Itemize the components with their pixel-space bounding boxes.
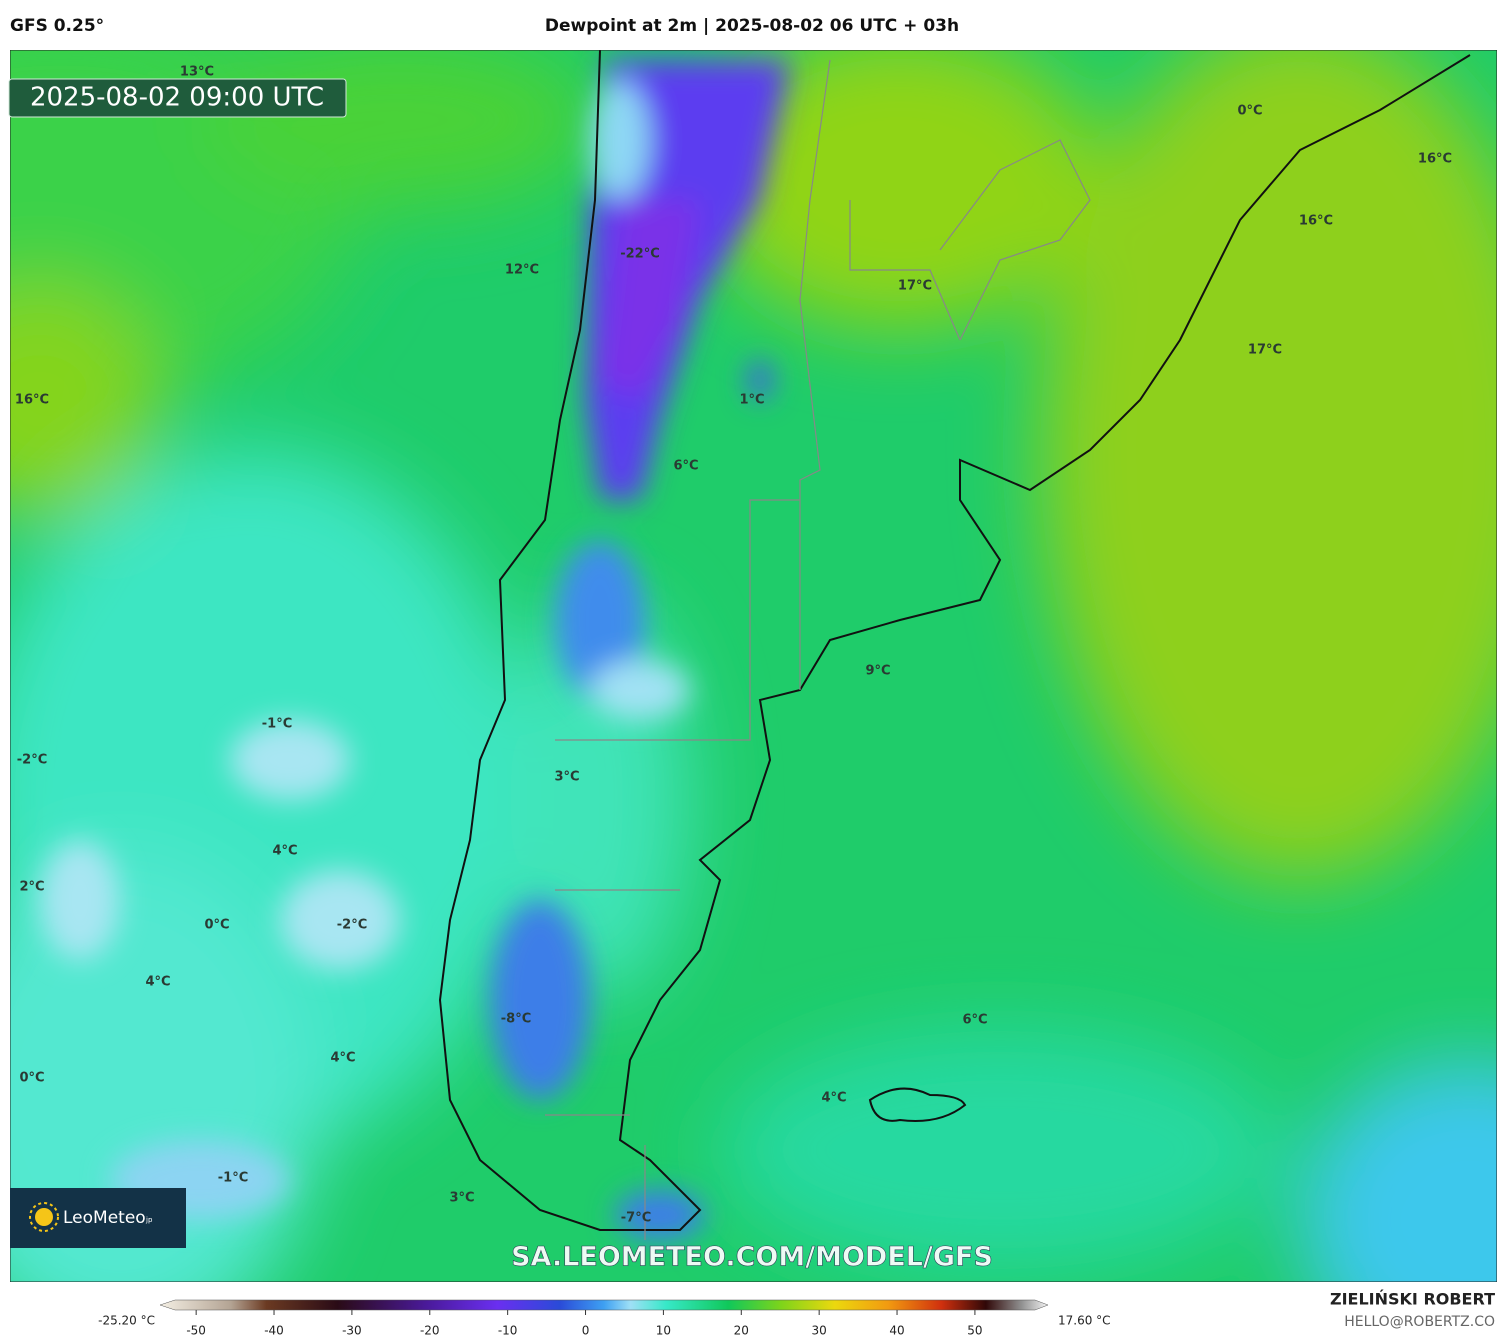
- author: ZIELIŃSKI ROBERT: [1330, 1290, 1495, 1309]
- contour-label: 16°C: [1299, 214, 1333, 229]
- contour-label: 0°C: [19, 1071, 44, 1086]
- chart-title: Dewpoint at 2m | 2025-08-02 06 UTC + 03h: [545, 16, 959, 36]
- logo-suffix: jp: [145, 1216, 153, 1224]
- contact: HELLO@ROBERTZ.CO: [1344, 1314, 1495, 1330]
- contour-label: 6°C: [962, 1013, 987, 1028]
- contour-label: -2°C: [17, 753, 47, 768]
- contour-label: 17°C: [898, 279, 932, 294]
- contour-label: 4°C: [330, 1051, 355, 1066]
- colorbar: [159, 1299, 1049, 1311]
- contour-label: 6°C: [673, 459, 698, 474]
- contour-label: -2°C: [337, 918, 367, 933]
- watermark: SA.LEOMETEO.COM/MODEL/GFS: [511, 1242, 993, 1273]
- colorbar-tick-label: -30: [342, 1324, 362, 1338]
- valid-time: 2025-08-02 09:00 UTC: [30, 83, 324, 113]
- colorbar-tick-label: 20: [734, 1324, 749, 1338]
- contour-label: 16°C: [1418, 152, 1452, 167]
- contour-label: -1°C: [218, 1171, 248, 1186]
- contour-label: 17°C: [1248, 343, 1282, 358]
- colorbar-max: 17.60 °C: [1058, 1314, 1111, 1328]
- contour-label: 4°C: [821, 1091, 846, 1106]
- colorbar-tick-label: -10: [498, 1324, 518, 1338]
- colorbar-tick-label: 50: [967, 1324, 982, 1338]
- colorbar-tick-label: -50: [186, 1324, 206, 1338]
- contour-label: 1°C: [739, 393, 764, 408]
- contour-label: 12°C: [505, 263, 539, 278]
- logo-rays: [29, 1202, 59, 1232]
- model-name: GFS 0.25°: [10, 16, 104, 36]
- contour-label: 13°C: [180, 65, 214, 80]
- contour-label: 3°C: [449, 1191, 474, 1206]
- contour-label: -8°C: [501, 1012, 531, 1027]
- colorbar-tick-label: -20: [420, 1324, 440, 1338]
- colorbar-tick-label: 30: [812, 1324, 827, 1338]
- contour-label: -1°C: [262, 717, 292, 732]
- logo-sun: [35, 1208, 53, 1226]
- contour-label: 4°C: [145, 975, 170, 990]
- contour-label: 0°C: [204, 918, 229, 933]
- colorbar-tick-label: 10: [656, 1324, 671, 1338]
- colorbar-tick-label: 40: [889, 1324, 904, 1338]
- contour-label: 16°C: [15, 393, 49, 408]
- contour-label: 4°C: [272, 844, 297, 859]
- contour-label: -22°C: [620, 247, 660, 262]
- logo-name: LeoMeteo: [63, 1208, 146, 1228]
- time-box: [8, 78, 347, 118]
- contour-label: 0°C: [1237, 104, 1262, 119]
- contour-label: 2°C: [19, 880, 44, 895]
- colorbar-tick-label: -40: [264, 1324, 284, 1338]
- colorbar-min: -25.20 °C: [98, 1314, 155, 1328]
- contour-label: 9°C: [865, 664, 890, 679]
- contour-label: -7°C: [621, 1211, 651, 1226]
- contour-label: 3°C: [554, 770, 579, 785]
- colorbar-tick-label: 0: [582, 1324, 590, 1338]
